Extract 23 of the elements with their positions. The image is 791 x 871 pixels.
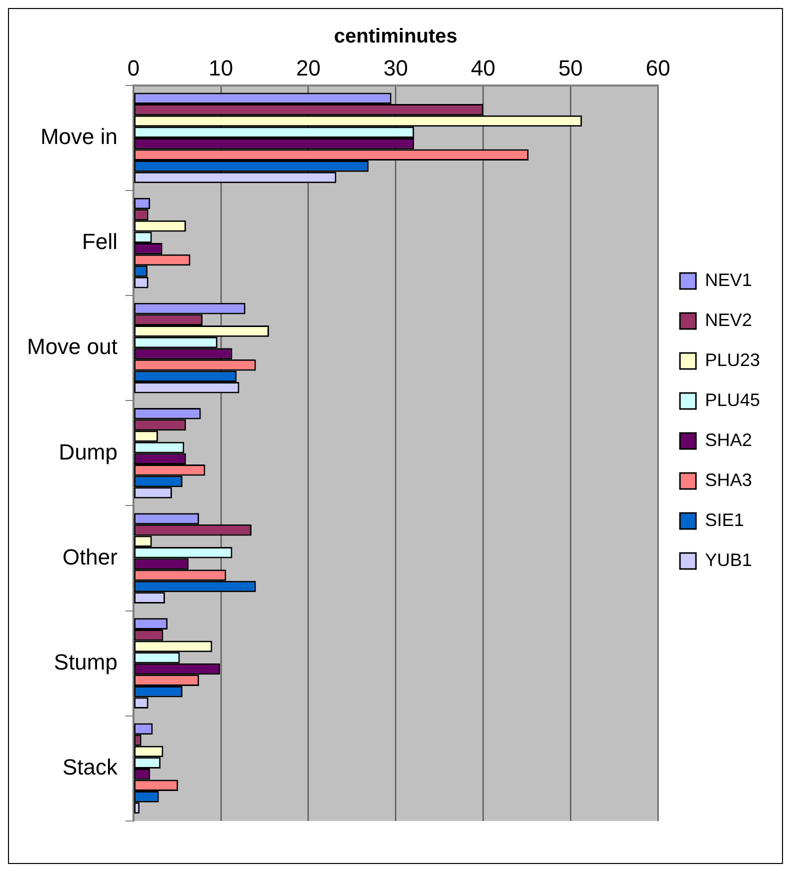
x-tick-label: 60: [646, 55, 670, 80]
y-tick-label: Fell: [82, 229, 118, 254]
y-tick-label: Move out: [26, 334, 118, 360]
x-tick-label: 50: [558, 55, 583, 80]
legend-label: SHA3: [704, 470, 752, 490]
x-tick-label: 0: [127, 55, 140, 80]
x-tick-label: 30: [383, 55, 408, 80]
x-axis-title: centiminutes: [334, 26, 458, 48]
legend-label: NEV2: [704, 310, 752, 330]
legend-label: NEV1: [704, 270, 752, 290]
x-tick-label: 20: [296, 55, 321, 80]
y-tick-label: Dump: [58, 439, 118, 464]
legend-label: YUB1: [704, 550, 752, 570]
legend-label: SHA2: [704, 430, 752, 450]
legend-label: SIE1: [704, 510, 744, 530]
x-tick-label: 10: [208, 55, 234, 80]
legend-label: PLU23: [704, 350, 760, 370]
y-tick-label: Stump: [54, 649, 118, 674]
y-tick-label: Stack: [62, 754, 118, 780]
y-tick-label: Other: [62, 544, 118, 570]
x-tick-label: 40: [470, 55, 496, 80]
y-tick-label: Move in: [40, 124, 118, 150]
legend-label: PLU45: [704, 390, 760, 410]
